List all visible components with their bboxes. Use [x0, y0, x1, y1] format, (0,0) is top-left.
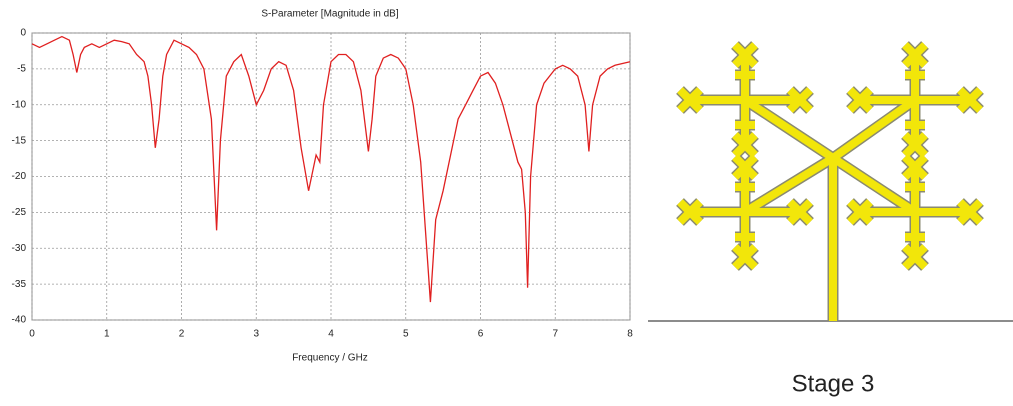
page: S-Parameter [Magnitude in dB] Frequency …: [0, 0, 1013, 406]
chart-title: S-Parameter [Magnitude in dB]: [261, 9, 399, 20]
trace: [833, 100, 915, 158]
x-tick-label: 0: [29, 329, 35, 340]
x-tick-label: 8: [627, 329, 633, 340]
x-tick-label: 5: [403, 329, 409, 340]
x-axis-label: Frequency / GHz: [292, 353, 368, 364]
y-tick-label: -35: [12, 279, 27, 290]
x-tick-label: 2: [179, 329, 185, 340]
caption: Stage 3: [792, 370, 875, 397]
x-tick-label: 7: [552, 329, 558, 340]
y-tick-label: -25: [12, 207, 27, 218]
y-tick-label: -5: [17, 64, 26, 75]
y-tick-label: -10: [12, 99, 27, 110]
y-tick-label: -20: [12, 171, 27, 182]
x-tick-label: 3: [253, 329, 259, 340]
y-tick-label: -15: [12, 135, 27, 146]
y-tick-label: -40: [12, 315, 27, 326]
x-tick-label: 4: [328, 329, 334, 340]
x-tick-label: 1: [104, 329, 110, 340]
trace: [833, 158, 915, 212]
fractal-antenna: [680, 45, 980, 321]
y-tick-label: 0: [20, 28, 26, 39]
x-tick-label: 6: [478, 329, 484, 340]
y-tick-label: -30: [12, 243, 27, 254]
